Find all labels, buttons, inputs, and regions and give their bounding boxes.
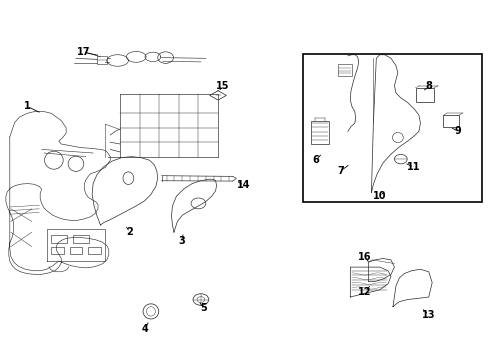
Bar (303, 54, 482, 202)
Bar (51, 235, 67, 243)
Bar (70, 247, 82, 254)
Text: 5: 5 (200, 303, 207, 313)
Text: 15: 15 (216, 81, 230, 91)
Text: 7: 7 (337, 166, 344, 176)
Text: 6: 6 (313, 155, 319, 165)
Bar (338, 64, 352, 76)
Text: 1: 1 (24, 101, 30, 111)
Bar (51, 247, 64, 254)
Text: 9: 9 (455, 126, 462, 136)
Text: 4: 4 (141, 324, 148, 334)
Bar (97, 56, 107, 64)
Bar (73, 235, 89, 243)
Text: 8: 8 (425, 81, 432, 91)
Bar (311, 121, 329, 144)
Text: 10: 10 (373, 191, 387, 201)
Bar (443, 115, 459, 127)
Text: 17: 17 (76, 47, 90, 57)
Text: 2: 2 (126, 227, 133, 237)
Text: 16: 16 (358, 252, 372, 262)
Text: 3: 3 (178, 236, 185, 246)
Text: 13: 13 (422, 310, 436, 320)
Text: 14: 14 (237, 180, 251, 190)
Text: 12: 12 (358, 287, 372, 297)
Bar (88, 247, 101, 254)
Bar (416, 88, 434, 102)
Text: 11: 11 (407, 162, 421, 172)
